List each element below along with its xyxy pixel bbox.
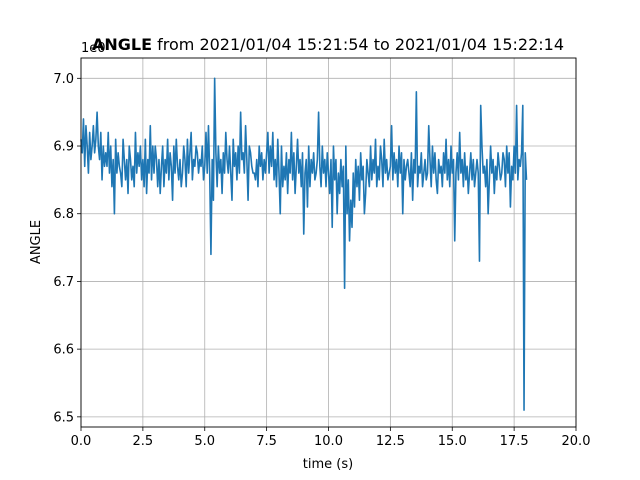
x-tick-label: 2.5 (133, 434, 154, 449)
y-tick-label: 6.8 (53, 207, 74, 222)
x-tick-label: 15.0 (438, 434, 467, 449)
x-tick-label: 10.0 (314, 434, 343, 449)
x-tick-label: 20.0 (562, 434, 591, 449)
x-tick-label: 12.5 (376, 434, 405, 449)
y-tick-label: 6.6 (53, 343, 74, 358)
y-tick-label: 6.9 (53, 140, 74, 155)
x-tick-label: 17.5 (500, 434, 529, 449)
x-tick-label: 0.0 (71, 434, 92, 449)
offset-label: 1e0 (81, 41, 106, 56)
y-tick-label: 6.7 (53, 275, 74, 290)
y-axis: 6.5 6.6 6.7 6.8 6.9 7.0 (53, 72, 81, 425)
series-line-angle (80, 77, 528, 411)
x-axis: 0.0 2.5 5.0 7.5 10.0 12.5 15.0 17.5 20.0 (71, 427, 591, 449)
x-axis-label: time (s) (303, 457, 353, 472)
x-tick-label: 7.5 (256, 434, 277, 449)
x-tick-label: 5.0 (194, 434, 215, 449)
title-rest-part: from 2021/01/04 15:21:54 to 2021/01/04 1… (152, 35, 564, 54)
y-tick-label: 7.0 (53, 72, 74, 87)
y-axis-label: ANGLE (29, 220, 44, 264)
title-bold-part: ANGLE (92, 35, 152, 54)
grid (80, 58, 577, 427)
chart-title: ANGLE from 2021/01/04 15:21:54 to 2021/0… (92, 35, 564, 54)
plot-area (80, 77, 528, 411)
y-tick-label: 6.5 (53, 410, 74, 425)
